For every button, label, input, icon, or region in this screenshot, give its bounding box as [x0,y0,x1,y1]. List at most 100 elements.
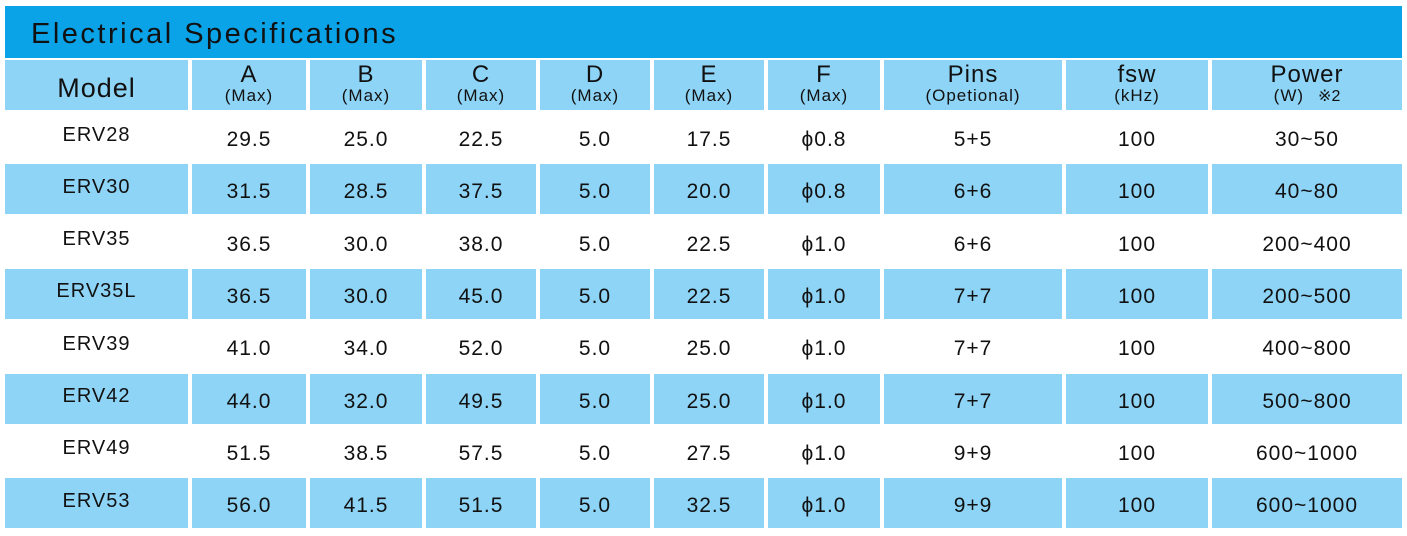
cell-value: 37.5 [458,180,504,204]
header-unit: (Max) [224,86,274,105]
cell-value: 41.0 [226,337,272,361]
cell-value: ϕ1.0 [801,337,847,361]
cell-value: 51.5 [458,494,504,518]
cell-value: 400~800 [1262,337,1352,361]
table-cell: 5.0 [540,164,650,215]
table-cell: 57.5 [426,426,536,476]
table-cell: 100 [1066,268,1208,319]
table-cell: ERV35 [5,217,188,267]
table-cell: 500~800 [1212,373,1402,424]
table-cell: 51.5 [192,426,306,476]
cell-value: 100 [1117,180,1157,204]
table-cell: ERV42 [5,373,188,424]
cell-value: 32.5 [686,494,732,518]
header-cell: Pins (Opetional) [884,60,1062,110]
cell-value: 5+5 [953,128,993,151]
cell-value: 7+7 [953,284,993,308]
table-cell: 100 [1066,217,1208,267]
table-cell: 200~500 [1212,268,1402,319]
cell-value: 100 [1117,232,1157,256]
table-cell: 100 [1066,373,1208,424]
cell-value: ϕ1.0 [801,441,847,465]
cell-value: 38.5 [343,441,389,465]
cell-value: 7+7 [953,337,993,361]
table-cell: 49.5 [426,373,536,424]
cell-value: 5.0 [578,389,612,413]
cell-value: 22.5 [458,128,504,151]
header-note: ※2 [1318,88,1341,105]
table-cell: 30.0 [310,268,422,319]
table-cell: 100 [1066,112,1208,162]
table-cell: ϕ1.0 [768,217,880,267]
header-cell: D (Max) [540,60,650,110]
header-sub-row: (Opetional) [925,86,1020,106]
table-cell: ϕ0.8 [768,112,880,162]
table-cell: 32.5 [654,478,764,529]
table-cell: 36.5 [192,217,306,267]
table-cell: ϕ1.0 [768,426,880,476]
table-cell: 30~50 [1212,112,1402,162]
cell-value: 600~1000 [1255,494,1359,518]
header-unit: (Max) [570,86,620,105]
table-cell: 5.0 [540,268,650,319]
table-cell: 22.5 [426,112,536,162]
cell-value: 9+9 [953,441,993,465]
table-cell: 400~800 [1212,321,1402,371]
table-cell: 31.5 [192,164,306,215]
model-name: ERV35 [62,228,131,251]
table-cell: 36.5 [192,268,306,319]
header-unit: (W) [1273,86,1305,105]
cell-value: 6+6 [953,180,993,204]
cell-value: 57.5 [458,441,504,465]
cell-value: ϕ0.8 [801,128,847,151]
cell-value: 5.0 [578,441,612,465]
table-cell: 7+7 [884,321,1062,371]
cell-value: 25.0 [686,389,732,413]
cell-value: 100 [1117,494,1157,518]
cell-value: 36.5 [226,232,272,256]
cell-value: ϕ1.0 [801,389,847,413]
header-sub-row: (Max) [457,86,505,106]
table-cell: 5.0 [540,217,650,267]
model-name: ERV42 [62,385,131,407]
cell-value: 17.5 [686,128,732,151]
header-unit: (Max) [684,86,734,105]
table-cell: 5.0 [540,112,650,162]
cell-value: 600~1000 [1255,441,1359,465]
cell-value: 49.5 [458,389,504,413]
table-cell: 52.0 [426,321,536,371]
cell-value: 32.0 [343,389,389,413]
table-cell: ERV49 [5,426,188,476]
table-cell: 25.0 [310,112,422,162]
header-label: C [471,61,491,88]
header-sub-row: (Max) [685,86,733,106]
header-sub-row: (kHz) [1114,86,1160,106]
table-cell: 100 [1066,426,1208,476]
cell-value: 56.0 [226,494,272,518]
cell-value: 41.5 [343,494,389,518]
table-cell: 17.5 [654,112,764,162]
cell-value: 25.0 [343,128,389,151]
cell-value: 100 [1117,337,1157,361]
cell-value: 200~500 [1262,284,1352,308]
header-cell: E (Max) [654,60,764,110]
cell-value: 28.5 [343,180,389,204]
cell-value: 5.0 [578,128,612,151]
header-unit: (Max) [341,86,391,105]
table-cell: 27.5 [654,426,764,476]
header-label: Model [57,73,136,103]
model-name: ERV30 [62,175,131,198]
header-label: B [357,61,375,88]
cell-value: 27.5 [686,441,732,465]
table-cell: 6+6 [884,217,1062,267]
table-cell: 200~400 [1212,217,1402,267]
table-cell: 28.5 [310,164,422,215]
table-cell: 5.0 [540,426,650,476]
header-label: A [240,61,258,88]
cell-value: 31.5 [226,180,272,204]
cell-value: 22.5 [686,284,732,308]
header-label: D [585,61,605,88]
cell-value: 100 [1117,441,1157,465]
header-label: fsw [1117,61,1157,88]
header-cell: F (Max) [768,60,880,110]
